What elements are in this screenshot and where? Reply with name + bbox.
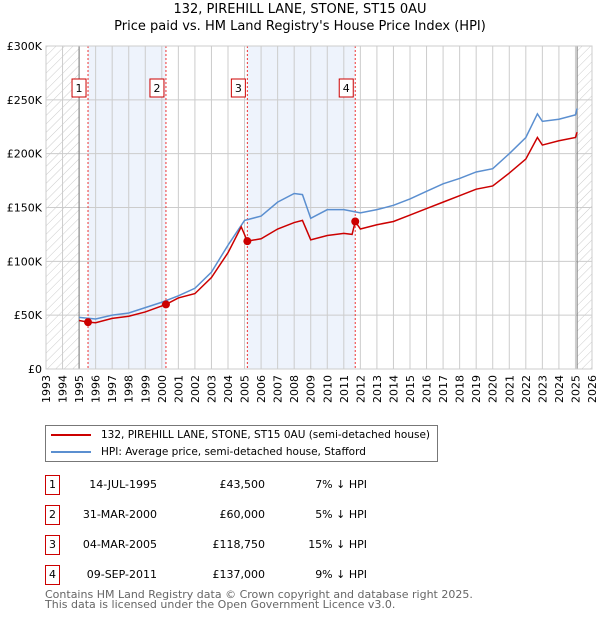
y-tick-label: £0	[28, 363, 42, 376]
sale-label-box	[71, 78, 87, 98]
x-tick-label: 2009	[305, 375, 318, 403]
sale-price: £43,500	[219, 478, 266, 491]
x-tick-label: 2003	[205, 375, 218, 403]
sale-row: 1 14-JUL-1995 £43,500 7% ↓ HPI	[45, 475, 405, 495]
sale-label-box	[149, 78, 165, 98]
sale-date: 04-MAR-2005	[82, 538, 157, 551]
sale-number: 1	[45, 475, 60, 495]
x-tick-label: 1995	[73, 375, 86, 403]
x-tick-label: 2011	[338, 375, 351, 403]
legend-swatch	[51, 434, 91, 436]
x-tick-label: 2008	[288, 375, 301, 403]
y-tick-label: £300K	[7, 40, 43, 53]
x-tick-label: 2018	[454, 375, 467, 403]
x-tick-label: 2004	[222, 375, 235, 403]
chart-subtitle: Price paid vs. HM Land Registry's House …	[114, 19, 486, 34]
sale-number: 2	[45, 505, 60, 525]
sale-price: £118,750	[212, 538, 266, 551]
sale-label-box	[230, 78, 246, 98]
x-tick-label: 2006	[255, 375, 268, 403]
y-tick-label: £150K	[7, 202, 43, 215]
sale-point	[84, 318, 93, 327]
x-tick-label: 2001	[172, 375, 185, 403]
sale-hpi-diff: 15% ↓ HPI	[308, 538, 367, 551]
x-tick-label: 1996	[90, 375, 103, 403]
sale-label: 4	[343, 82, 350, 95]
sale-hpi-diff: 7% ↓ HPI	[315, 478, 367, 491]
x-tick-label: 1999	[139, 375, 152, 403]
sale-number: 3	[45, 535, 60, 555]
x-tick-label: 2005	[239, 375, 252, 403]
y-tick-label: £250K	[7, 94, 43, 107]
x-tick-label: 2020	[487, 375, 500, 403]
x-tick-label: 2021	[503, 375, 516, 403]
sale-hpi-diff: 9% ↓ HPI	[315, 568, 367, 581]
x-tick-label: 2000	[156, 375, 169, 403]
legend-label: 132, PIREHILL LANE, STONE, ST15 0AU (sem…	[101, 429, 431, 441]
x-tick-label: 2019	[470, 375, 483, 403]
sale-row: 4 09-SEP-2011 £137,000 9% ↓ HPI	[45, 565, 405, 585]
x-tick-label: 2015	[404, 375, 417, 403]
sale-label: 2	[153, 82, 160, 95]
sale-date: 14-JUL-1995	[89, 478, 157, 491]
sale-point	[161, 300, 170, 309]
x-tick-label: 2013	[371, 375, 384, 403]
sale-point	[243, 237, 252, 246]
y-tick-label: £50K	[14, 309, 43, 322]
sale-date: 09-SEP-2011	[86, 568, 157, 581]
sale-number: 4	[45, 565, 60, 585]
x-tick-label: 1997	[106, 375, 119, 403]
x-tick-label: 2022	[520, 375, 533, 403]
sale-label: 3	[235, 82, 242, 95]
x-tick-label: 2012	[354, 375, 367, 403]
sale-price: £60,000	[219, 508, 266, 521]
legend-item-hpi: HPI: Average price, semi-detached house,…	[46, 444, 366, 460]
sale-date: 31-MAR-2000	[82, 508, 157, 521]
x-tick-label: 2017	[437, 375, 450, 403]
footer-line: Contains HM Land Registry data © Crown c…	[45, 588, 473, 601]
footer-line: This data is licensed under the Open Gov…	[45, 598, 396, 611]
x-tick-label: 2002	[189, 375, 202, 403]
x-tick-label: 1994	[57, 375, 70, 403]
x-tick-label: 1998	[123, 375, 136, 403]
sale-label: 1	[76, 82, 83, 95]
x-tick-label: 2016	[421, 375, 434, 403]
x-tick-label: 2026	[586, 375, 599, 403]
x-tick-label: 2025	[569, 375, 582, 403]
sale-hpi-diff: 5% ↓ HPI	[315, 508, 367, 521]
chart-title: 132, PIREHILL LANE, STONE, ST15 0AU	[173, 2, 427, 17]
x-tick-label: 2024	[553, 375, 566, 403]
legend-swatch	[51, 451, 91, 453]
legend: 132, PIREHILL LANE, STONE, ST15 0AU (sem…	[45, 425, 438, 462]
sale-price: £137,000	[212, 568, 266, 581]
sale-row: 2 31-MAR-2000 £60,000 5% ↓ HPI	[45, 505, 405, 525]
x-tick-label: 2010	[321, 375, 334, 403]
sale-row: 3 04-MAR-2005 £118,750 15% ↓ HPI	[45, 535, 405, 555]
sale-label-box	[338, 78, 354, 98]
x-tick-label: 2007	[272, 375, 285, 403]
x-tick-label: 2014	[387, 375, 400, 403]
hpi-line	[79, 108, 578, 320]
y-tick-label: £100K	[7, 255, 43, 268]
price-chart: 1993 1994 1995 1996 1997 1998 1999 2000 2001 2002…	[7, 40, 599, 403]
plot-frame	[45, 45, 593, 370]
legend-item-property: 132, PIREHILL LANE, STONE, ST15 0AU (sem…	[46, 427, 430, 443]
y-tick-label: £200K	[7, 148, 43, 161]
x-tick-label: 1993	[40, 375, 53, 403]
x-tick-label: 2023	[536, 375, 549, 403]
sale-point	[351, 217, 360, 226]
legend-label: HPI: Average price, semi-detached house,…	[101, 446, 366, 458]
